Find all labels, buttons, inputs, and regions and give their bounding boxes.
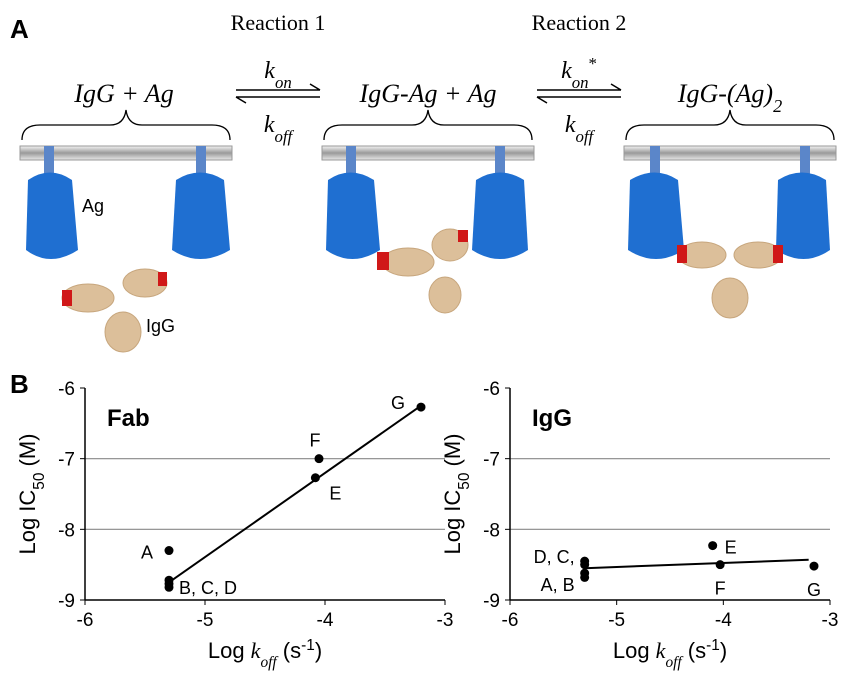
point-label: B, C, D [179, 578, 237, 598]
y-axis-title: Log IC50 (M) [440, 433, 473, 554]
y-axis-title-part: 50 [31, 473, 48, 490]
x-axis-title-part: k [251, 638, 262, 663]
point-label: F [310, 431, 321, 451]
x-axis-title-part: -1 [706, 637, 720, 654]
protein-label: Ag [82, 196, 104, 216]
reaction-label: Reaction 2 [532, 10, 627, 35]
point-label: D, C, [534, 547, 575, 567]
species-part: IgG-Ag + Ag [359, 79, 497, 108]
x-axis-title-part: ) [720, 638, 727, 663]
species: IgG-(Ag)2 [677, 79, 782, 116]
rate-constant-part: k [264, 58, 275, 84]
point-label: G [807, 580, 821, 600]
y-axis-title-part: 50 [456, 473, 473, 490]
rate-constant-part: on [275, 73, 292, 92]
fit-line [168, 404, 422, 584]
rate-constant-part: off [274, 127, 294, 146]
panel-label: B [10, 369, 29, 399]
rate-constant-part: * [589, 54, 597, 73]
data-point [310, 473, 320, 483]
data-point [708, 541, 718, 551]
x-axis-title-part: (s [277, 638, 301, 663]
x-axis-title: Log koff (s-1) [613, 637, 727, 671]
x-axis-title-part: ) [315, 638, 322, 663]
point-label: G [391, 393, 405, 413]
rate-constant-part: k [565, 112, 576, 138]
data-point [809, 561, 819, 571]
y-tick-label: -9 [58, 591, 75, 612]
x-axis-title-part: Log [613, 638, 656, 663]
x-axis-title-part: off [665, 654, 684, 671]
data-point [580, 572, 590, 582]
x-axis-title-part: off [260, 654, 279, 671]
point-label: A [141, 543, 153, 563]
rate-constant: koff [264, 112, 295, 146]
y-tick-label: -7 [483, 450, 500, 471]
point-label: E [329, 484, 341, 504]
y-axis-title-part: (M) [440, 433, 465, 472]
rate-constant: kon* [561, 54, 597, 92]
fit-line [584, 558, 809, 570]
species-part: 2 [773, 96, 782, 116]
y-tick-label: -9 [483, 591, 500, 612]
diagram-art [19, 83, 837, 353]
x-axis-title-part: k [656, 638, 667, 663]
point-label: A, B [541, 575, 575, 595]
data-point [416, 402, 426, 412]
y-axis-title-part: (M) [15, 433, 40, 472]
y-tick-label: -7 [58, 450, 75, 471]
x-tick-label: -3 [822, 610, 839, 631]
y-tick-label: -6 [483, 379, 500, 400]
x-axis-title: Log koff (s-1) [208, 637, 322, 671]
chart-title: Fab [107, 405, 150, 432]
x-tick-label: -3 [437, 610, 454, 631]
y-tick-label: -6 [58, 379, 75, 400]
data-point [314, 454, 324, 464]
y-tick-label: -8 [483, 520, 500, 541]
species-part: IgG + Ag [73, 79, 173, 108]
y-axis-title: Log IC50 (M) [15, 433, 48, 554]
y-tick-label: -8 [58, 520, 75, 541]
data-point [715, 560, 725, 570]
x-tick-label: -5 [608, 610, 625, 631]
x-tick-label: -6 [502, 610, 519, 631]
x-tick-label: -4 [317, 610, 334, 631]
x-axis-title-part: -1 [301, 637, 315, 654]
data-point [164, 546, 174, 556]
rate-constant: kon [264, 58, 291, 92]
panel-label: A [10, 14, 29, 44]
x-tick-label: -4 [715, 610, 732, 631]
x-axis-title-part: (s [682, 638, 706, 663]
point-label: F [715, 579, 726, 599]
y-axis-title-part: Log IC [15, 490, 40, 555]
x-tick-label: -5 [197, 610, 214, 631]
rate-constant: koff [565, 112, 596, 146]
chart-title: IgG [532, 405, 572, 432]
x-tick-label: -6 [77, 610, 94, 631]
rate-constant-part: k [264, 112, 275, 138]
species-part: IgG-(Ag) [677, 79, 773, 108]
species: IgG + Ag [73, 79, 173, 108]
rate-constant-part: on [572, 73, 589, 92]
data-point [580, 560, 590, 570]
y-axis-title-part: Log IC [440, 490, 465, 555]
reaction-label: Reaction 1 [231, 10, 326, 35]
data-point [164, 582, 174, 592]
point-label: E [725, 538, 737, 558]
rate-constant-part: k [561, 58, 572, 84]
rate-constant-part: off [575, 127, 595, 146]
species: IgG-Ag + Ag [359, 79, 497, 108]
x-axis-title-part: Log [208, 638, 251, 663]
protein-label: IgG [146, 316, 175, 336]
